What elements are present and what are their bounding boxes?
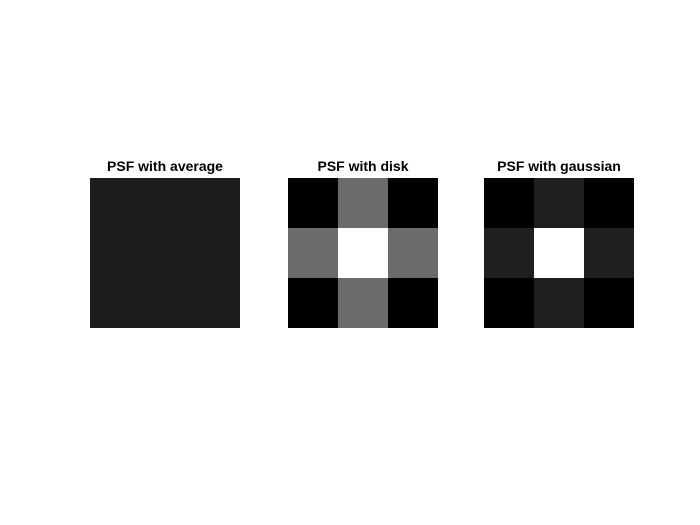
psf-cell [338, 228, 388, 278]
psf-cell [90, 178, 140, 228]
psf-gaussian-title: PSF with gaussian [497, 158, 621, 174]
psf-cell [338, 178, 388, 228]
psf-average-image [90, 178, 240, 328]
psf-cell [484, 178, 534, 228]
psf-cell [388, 228, 438, 278]
psf-cell [288, 278, 338, 328]
psf-cell [388, 178, 438, 228]
psf-cell [388, 278, 438, 328]
psf-cell [90, 228, 140, 278]
psf-cell [140, 228, 190, 278]
psf-cell [584, 178, 634, 228]
psf-cell [190, 278, 240, 328]
psf-cell [140, 178, 190, 228]
psf-cell [90, 278, 140, 328]
psf-cell [338, 278, 388, 328]
psf-cell [584, 278, 634, 328]
psf-cell [484, 278, 534, 328]
psf-cell [484, 228, 534, 278]
psf-cell [534, 228, 584, 278]
psf-disk-image [288, 178, 438, 328]
psf-cell [190, 228, 240, 278]
psf-cell [534, 178, 584, 228]
psf-cell [584, 228, 634, 278]
psf-cell [288, 228, 338, 278]
psf-gaussian-image [484, 178, 634, 328]
psf-cell [288, 178, 338, 228]
psf-average-title: PSF with average [107, 158, 223, 174]
psf-cell [140, 278, 190, 328]
psf-cell [534, 278, 584, 328]
psf-cell [190, 178, 240, 228]
psf-disk-title: PSF with disk [317, 158, 409, 174]
